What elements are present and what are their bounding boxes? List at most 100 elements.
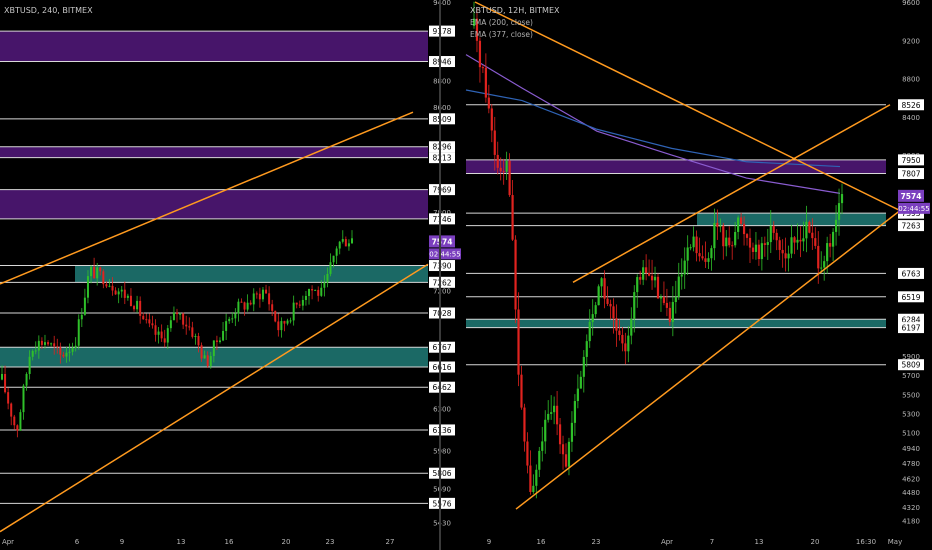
candle-body xyxy=(505,160,508,172)
candle-body xyxy=(834,219,838,232)
right-time-axis[interactable]: 9 16 23 Apr 7 13 20 16:30 May xyxy=(487,538,902,546)
candle-body xyxy=(829,243,832,247)
candle-body xyxy=(111,285,114,291)
trendline xyxy=(0,111,414,285)
candle-body xyxy=(25,373,28,386)
level-price-tag xyxy=(898,168,924,180)
level-price-tag xyxy=(898,154,924,166)
candle-body xyxy=(289,320,292,322)
support-zone xyxy=(466,319,886,328)
left-chart-panel[interactable]: XBTUSD, 240, BITMEX 9400 9178 8946 8800 8600… xyxy=(0,0,461,546)
candle-body xyxy=(22,385,25,413)
time-tick-label: 9 xyxy=(120,538,124,546)
candle-body xyxy=(151,323,154,326)
candle-body xyxy=(50,343,53,345)
trendline xyxy=(474,1,901,212)
candle-body xyxy=(311,289,314,291)
candle-body xyxy=(261,289,264,300)
candle-body xyxy=(68,351,71,353)
candle-body xyxy=(274,310,277,322)
candle-body xyxy=(59,347,62,355)
level-price-tag xyxy=(898,267,924,279)
candle-body xyxy=(535,469,538,486)
candle-body xyxy=(716,222,719,227)
price-tick-label: 5430 xyxy=(433,520,451,528)
candle-body xyxy=(99,267,102,272)
level-price-label: 6767 xyxy=(432,343,451,352)
level-price-tag xyxy=(429,424,455,436)
candle-body xyxy=(523,407,526,442)
level-price-tag xyxy=(898,99,924,111)
price-tick-label: 4480 xyxy=(902,489,920,497)
candle-body xyxy=(308,289,311,296)
left-time-axis[interactable]: Apr 6 9 13 16 20 23 27 xyxy=(2,538,395,546)
support-zone xyxy=(697,213,886,226)
candle-body xyxy=(799,239,802,242)
candle-body xyxy=(347,243,350,247)
candle-body xyxy=(43,342,46,345)
level-price-label: 7263 xyxy=(901,222,920,231)
time-tick-label: 27 xyxy=(386,538,395,546)
candle-body xyxy=(487,97,490,109)
right-price-axis[interactable]: 9600920088008526840080007950780775747393… xyxy=(898,0,930,526)
time-tick-label: Apr xyxy=(2,538,14,546)
resistance-zone xyxy=(0,146,428,158)
candle-body xyxy=(737,217,740,232)
left-price-axis[interactable]: 9400 9178 8946 8800 8600 8509 8296 8213 7969 7800… xyxy=(429,0,461,528)
level-price-tag xyxy=(898,220,924,232)
candle-body xyxy=(65,352,68,357)
candle-body xyxy=(650,275,654,281)
trendline xyxy=(0,263,429,533)
candle-body xyxy=(564,454,568,467)
candle-body xyxy=(283,321,286,324)
candle-body xyxy=(197,336,200,346)
candle-body xyxy=(511,195,514,240)
candle-body xyxy=(280,321,283,331)
candle-body xyxy=(514,239,517,310)
level-price-tag xyxy=(429,361,455,373)
candle-body xyxy=(802,238,805,242)
candle-body xyxy=(553,405,556,413)
countdown-badge xyxy=(898,202,930,214)
candle-body xyxy=(37,340,40,351)
candle-body xyxy=(570,422,574,442)
candle-body xyxy=(255,293,258,295)
legend-ema377: EMA (377, close) xyxy=(470,30,533,39)
resistance-zone xyxy=(0,31,428,62)
candle-body xyxy=(609,303,612,307)
candle-body xyxy=(218,340,221,343)
candle-body xyxy=(591,314,594,322)
candle-body xyxy=(520,374,523,408)
candle-body xyxy=(329,262,332,274)
candle-body xyxy=(597,286,600,306)
resistance-zone xyxy=(466,159,886,174)
candle-body xyxy=(142,315,145,320)
price-tick-label: 8800 xyxy=(902,76,920,84)
level-price-tag xyxy=(898,322,924,334)
time-tick-label: 13 xyxy=(177,538,186,546)
level-price-label: 7746 xyxy=(432,215,451,224)
candle-body xyxy=(96,267,99,279)
candle-body xyxy=(249,302,252,305)
left-levels xyxy=(0,30,428,504)
right-chart-panel[interactable]: XBTUSD, 12H, BITMEX EMA (200, close) EMA… xyxy=(465,0,930,546)
level-price-tag xyxy=(429,341,455,353)
candle-body xyxy=(176,312,178,315)
candle-body xyxy=(166,328,169,343)
candle-body xyxy=(671,302,674,322)
candle-body xyxy=(757,244,761,260)
candle-body xyxy=(790,237,793,254)
candle-body xyxy=(567,441,571,467)
candle-body xyxy=(231,318,234,320)
candle-body xyxy=(326,273,329,283)
trendline xyxy=(515,209,901,510)
level-price-tag xyxy=(429,497,455,509)
candle-body xyxy=(490,108,493,131)
candle-body xyxy=(475,18,479,41)
candle-body xyxy=(603,278,606,299)
candle-body xyxy=(478,40,482,68)
candle-body xyxy=(639,277,642,280)
countdown-label: 02:44:55 xyxy=(898,205,929,213)
candle-body xyxy=(292,302,295,321)
candle-body xyxy=(612,306,615,319)
